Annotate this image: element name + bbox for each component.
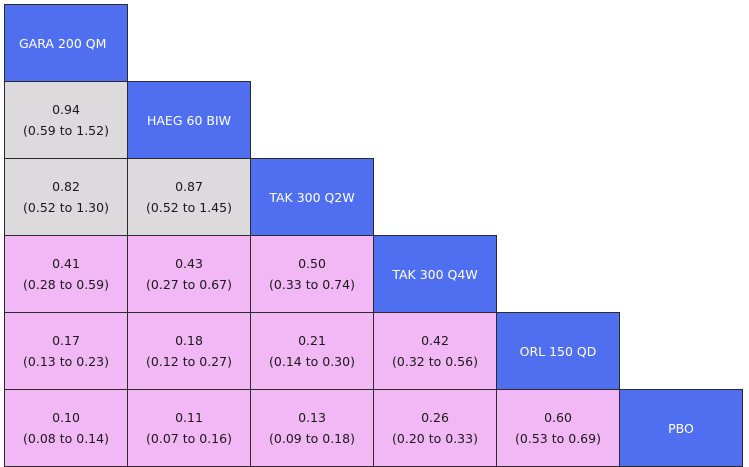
treatment-label: TAK 300 Q2W — [269, 189, 355, 205]
confidence-interval: (0.33 to 0.74) — [269, 277, 355, 292]
effect-estimate: 0.17 — [52, 333, 80, 348]
confidence-interval: (0.13 to 0.23) — [23, 354, 109, 369]
treatment-header-pbo: PBO — [619, 389, 743, 467]
effect-estimate: 0.50 — [298, 256, 326, 271]
comparison-cell: 0.21 (0.14 to 0.30) — [250, 312, 374, 390]
effect-estimate: 0.18 — [175, 333, 203, 348]
effect-estimate: 0.26 — [421, 410, 449, 425]
confidence-interval: (0.52 to 1.45) — [146, 200, 232, 215]
effect-estimate: 0.42 — [421, 333, 449, 348]
comparison-cell: 0.42 (0.32 to 0.56) — [373, 312, 497, 390]
comparison-cell: 0.17 (0.13 to 0.23) — [4, 312, 128, 390]
confidence-interval: (0.14 to 0.30) — [269, 354, 355, 369]
effect-estimate: 0.43 — [175, 256, 203, 271]
comparison-cell: 0.26 (0.20 to 0.33) — [373, 389, 497, 467]
effect-estimate: 0.94 — [52, 102, 80, 117]
confidence-interval: (0.28 to 0.59) — [23, 277, 109, 292]
effect-estimate: 0.82 — [52, 179, 80, 194]
treatment-label: ORL 150 QD — [519, 343, 597, 359]
comparison-cell: 0.94 (0.59 to 1.52) — [4, 81, 128, 159]
confidence-interval: (0.53 to 0.69) — [515, 431, 601, 446]
confidence-interval: (0.08 to 0.14) — [23, 431, 109, 446]
confidence-interval: (0.20 to 0.33) — [392, 431, 478, 446]
confidence-interval: (0.12 to 0.27) — [146, 354, 232, 369]
effect-estimate: 0.60 — [544, 410, 572, 425]
confidence-interval: (0.07 to 0.16) — [146, 431, 232, 446]
comparison-cell: 0.13 (0.09 to 0.18) — [250, 389, 374, 467]
treatment-label: HAEG 60 BIW — [146, 112, 231, 128]
comparison-cell: 0.60 (0.53 to 0.69) — [496, 389, 620, 467]
confidence-interval: (0.27 to 0.67) — [146, 277, 232, 292]
effect-estimate: 0.21 — [298, 333, 326, 348]
comparison-cell: 0.11 (0.07 to 0.16) — [127, 389, 251, 467]
comparison-cell: 0.18 (0.12 to 0.27) — [127, 312, 251, 390]
treatment-header-tak-300-q2w: TAK 300 Q2W — [250, 158, 374, 236]
comparison-cell: 0.87 (0.52 to 1.45) — [127, 158, 251, 236]
confidence-interval: (0.09 to 0.18) — [269, 431, 355, 446]
effect-estimate: 0.13 — [298, 410, 326, 425]
effect-estimate: 0.11 — [175, 410, 203, 425]
effect-estimate: 0.41 — [52, 256, 80, 271]
treatment-header-tak-300-q4w: TAK 300 Q4W — [373, 235, 497, 313]
comparison-cell: 0.82 (0.52 to 1.30) — [4, 158, 128, 236]
treatment-header-gara-200-qm: GARA 200 QM — [4, 4, 128, 82]
treatment-header-haeg-60-biw: HAEG 60 BIW — [127, 81, 251, 159]
treatment-header-orl-150-qd: ORL 150 QD — [496, 312, 620, 390]
effect-estimate: 0.87 — [175, 179, 203, 194]
comparison-cell: 0.43 (0.27 to 0.67) — [127, 235, 251, 313]
confidence-interval: (0.52 to 1.30) — [23, 200, 109, 215]
comparison-cell: 0.10 (0.08 to 0.14) — [4, 389, 128, 467]
treatment-label: TAK 300 Q4W — [392, 266, 478, 282]
confidence-interval: (0.59 to 1.52) — [23, 123, 109, 138]
comparison-cell: 0.50 (0.33 to 0.74) — [250, 235, 374, 313]
treatment-label: PBO — [668, 420, 694, 436]
effect-estimate: 0.10 — [52, 410, 80, 425]
comparison-cell: 0.41 (0.28 to 0.59) — [4, 235, 128, 313]
confidence-interval: (0.32 to 0.56) — [392, 354, 478, 369]
treatment-label: GARA 200 QM — [19, 35, 107, 51]
